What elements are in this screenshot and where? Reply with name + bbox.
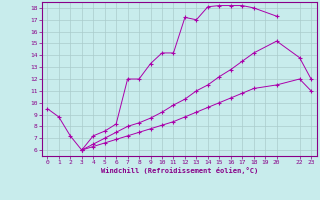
X-axis label: Windchill (Refroidissement éolien,°C): Windchill (Refroidissement éolien,°C) [100,167,258,174]
